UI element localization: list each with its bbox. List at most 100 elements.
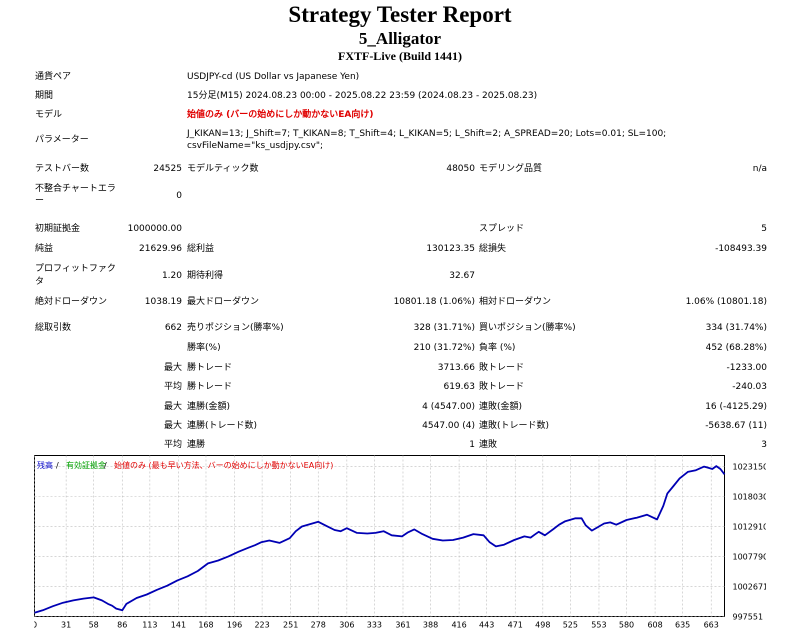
avg-consec-prefix: 平均 <box>163 440 182 450</box>
x-tick-label: 168 <box>198 621 213 630</box>
x-tick-label: 388 <box>423 621 438 630</box>
spread-label: スプレッド <box>479 224 525 234</box>
profit-factor-label-line1: プロフィットファク <box>35 264 116 274</box>
x-tick-label: 86 <box>117 621 127 630</box>
mismatch-value: 0 <box>176 191 182 201</box>
x-tick-label: 141 <box>171 621 186 630</box>
x-tick-label: 58 <box>89 621 99 630</box>
max-consec-profit-label: 連勝(トレード数) <box>187 421 258 431</box>
spread-value: 5 <box>761 224 767 234</box>
abs-drawdown-label: 絶対ドローダウン <box>35 297 108 307</box>
net-profit-label: 純益 <box>35 244 54 254</box>
net-profit-value: 21629.96 <box>139 244 182 254</box>
max-consec-wins-value: 4 (4547.00) <box>422 402 475 412</box>
expected-payoff-label: 期待利得 <box>187 271 224 281</box>
loss-rate-label: 負率 (%) <box>479 343 516 353</box>
x-tick-label: 663 <box>704 621 719 630</box>
x-tick-label: 525 <box>563 621 578 630</box>
profit-factor-value: 1.20 <box>161 271 182 281</box>
quality-label: モデリング品質 <box>479 164 543 174</box>
short-positions-label: 売りポジション(勝率%) <box>187 323 284 333</box>
chart-plot-frame <box>34 455 725 617</box>
legend-balance: 残高 <box>37 460 53 470</box>
total-trades-value: 662 <box>164 323 182 333</box>
ticks-value: 48050 <box>446 164 475 174</box>
gross-loss-label: 総損失 <box>479 244 507 254</box>
avg-win-label: 勝トレード <box>187 382 233 392</box>
avg-win-value: 619.63 <box>443 382 476 392</box>
max-consec-prefix: 最大 <box>163 402 182 412</box>
max-consec-lossamt-value: -5638.67 (11) <box>705 421 767 431</box>
avg-loss-label: 敗トレード <box>479 382 525 392</box>
legend-note: 始値のみ (最も早い方法、バーの始めにしか動かないEA向け) <box>114 460 333 470</box>
server-build: FXTF-Live (Build 1441) <box>337 49 462 63</box>
x-tick-label: 443 <box>479 621 494 630</box>
mismatch-label-line1: 不整合チャートエラ <box>35 184 116 194</box>
model-label: モデル <box>35 110 63 120</box>
x-tick-label: 498 <box>535 621 550 630</box>
y-tick-label: 1007790 <box>733 552 767 561</box>
max-drawdown-value: 10801.18 (1.06%) <box>393 297 475 307</box>
long-positions-label: 買いポジション(勝率%) <box>479 323 576 333</box>
ea-name: 5_Alligator <box>358 29 442 48</box>
legend-sep2: / <box>104 461 107 470</box>
largest-loss-label: 敗トレード <box>479 363 525 373</box>
avg-consec-wins-value: 1 <box>469 440 475 450</box>
gross-profit-value: 130123.35 <box>426 244 475 254</box>
largest-prefix: 最大 <box>163 363 182 373</box>
parameters-line2: csvFileName="ks_usdjpy.csv"; <box>187 141 324 151</box>
win-rate-value: 210 (31.72%) <box>413 343 475 353</box>
short-positions-value: 328 (31.71%) <box>413 323 475 333</box>
chart-series <box>34 465 726 614</box>
max-consec-lossamt-label: 連敗(トレード数) <box>479 421 550 431</box>
long-positions-value: 334 (31.74%) <box>705 323 767 333</box>
chart-legend: 残高 / 有効証拠金 / 始値のみ (最も早い方法、バーの始めにしか動かないEA… <box>37 460 333 470</box>
legend-margin: 有効証拠金 <box>66 460 106 470</box>
chart-x-ticks: 0 31 58 86 113 141 168 196 223 251 278 306 333 361 388… <box>32 621 719 630</box>
max-drawdown-label: 最大ドローダウン <box>187 297 260 307</box>
largest-win-value: 3713.66 <box>437 363 475 373</box>
abs-drawdown-value: 1038.19 <box>144 297 182 307</box>
x-tick-label: 553 <box>591 621 606 630</box>
balance-chart-svg: 1023150 1018030 1012910 1007790 1002671 99755… <box>32 455 768 640</box>
y-tick-label: 1023150 <box>733 462 767 471</box>
avg-loss-value: -240.03 <box>732 382 767 392</box>
x-tick-label: 471 <box>508 621 523 630</box>
bars-value: 24525 <box>153 164 182 174</box>
expected-payoff-value: 32.67 <box>449 271 475 281</box>
rel-drawdown-label: 相対ドローダウン <box>479 297 552 307</box>
period-value: 15分足(M15) 2024.08.23 00:00 - 2025.08.22 … <box>187 91 538 101</box>
report-title: Strategy Tester Report <box>288 2 512 27</box>
avg-consec-losses-label: 連敗 <box>479 440 498 450</box>
x-tick-label: 31 <box>61 621 71 630</box>
largest-loss-value: -1233.00 <box>726 363 767 373</box>
max-consec-losses-label: 連敗(金額) <box>479 402 523 412</box>
x-tick-label: 608 <box>647 621 662 630</box>
parameters-label: パラメーター <box>35 135 89 145</box>
bars-label: テストバー数 <box>35 164 90 174</box>
model-value: 始値のみ (バーの始めにしか動かないEA向け) <box>187 110 374 120</box>
x-tick-label: 113 <box>142 621 157 630</box>
x-tick-label: 223 <box>254 621 269 630</box>
y-tick-label: 1018030 <box>733 492 767 501</box>
max-consec-profit-value: 4547.00 (4) <box>422 421 475 431</box>
x-tick-label: 278 <box>311 621 326 630</box>
y-tick-label: 997551 <box>733 613 764 622</box>
x-tick-label: 251 <box>283 621 298 630</box>
max-consec-losses-value: 16 (-4125.29) <box>705 402 767 412</box>
x-tick-label: 416 <box>451 621 466 630</box>
legend-sep1: / <box>56 461 59 470</box>
x-tick-label: 306 <box>339 621 354 630</box>
avg-consec-losses-value: 3 <box>761 440 767 450</box>
mismatch-label-line2: ー <box>35 196 45 206</box>
period-label: 期間 <box>35 91 54 101</box>
quality-value: n/a <box>752 164 767 174</box>
max-consec-count-prefix: 最大 <box>163 421 182 431</box>
gross-profit-label: 総利益 <box>187 244 215 254</box>
symbol-label: 通貨ペア <box>35 72 72 82</box>
loss-rate-value: 452 (68.28%) <box>705 343 767 353</box>
avg-consec-wins-label: 連勝 <box>187 440 206 450</box>
rel-drawdown-value: 1.06% (10801.18) <box>685 297 767 307</box>
average-prefix: 平均 <box>163 382 182 392</box>
chart-grid <box>34 455 725 617</box>
